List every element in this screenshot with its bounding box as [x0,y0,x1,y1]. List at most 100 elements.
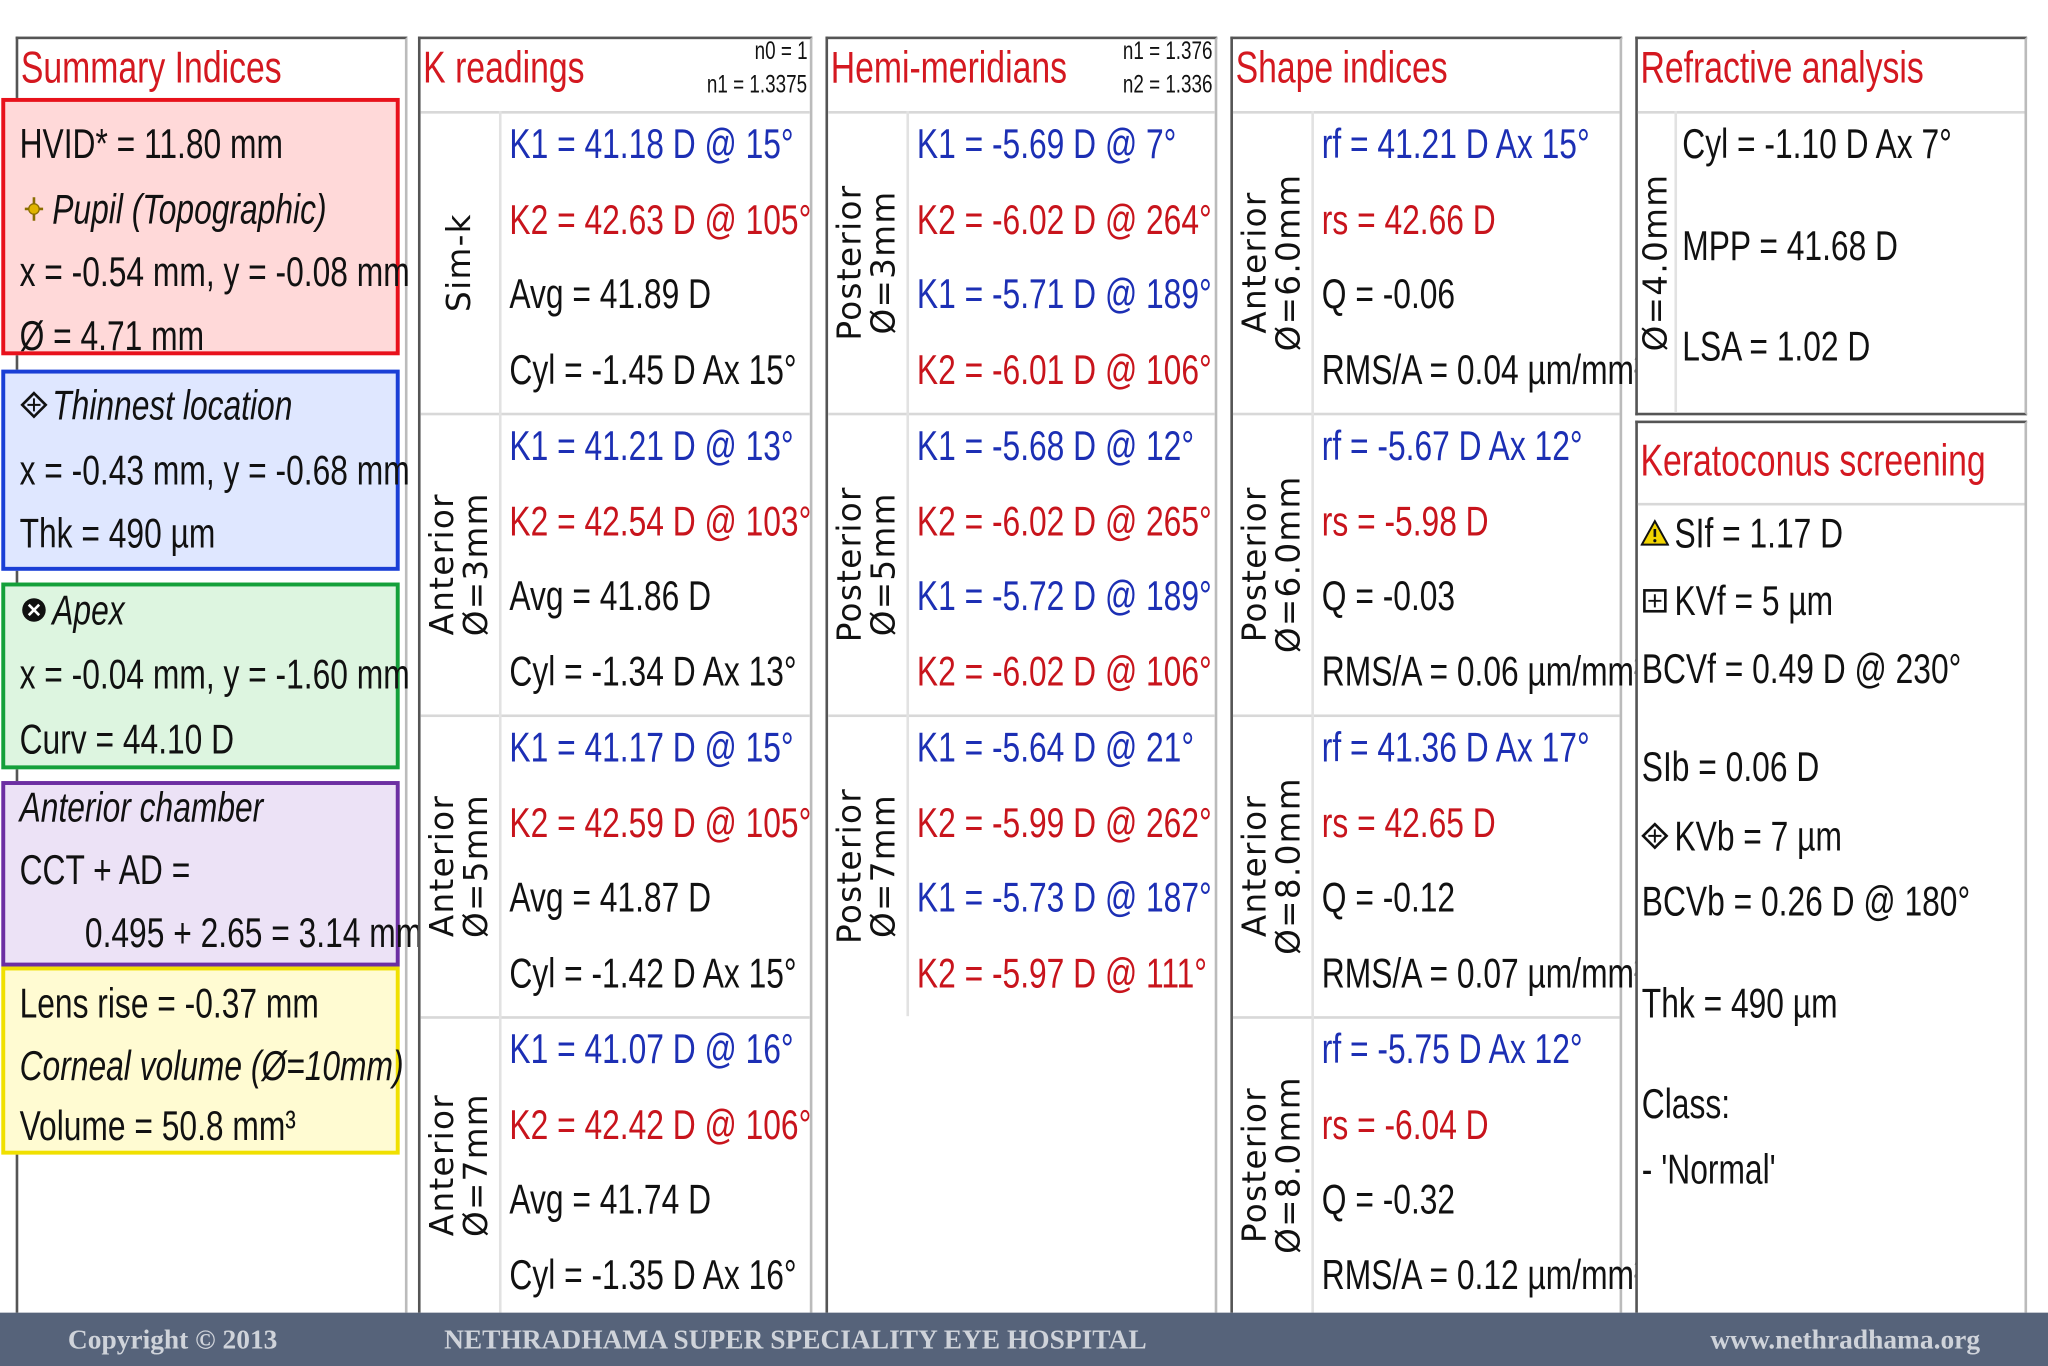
summary-line: x = -0.54 mm, y = -0.08 mm [19,248,410,296]
summary-line: 0.495 + 2.65 = 3.14 mm [84,909,423,957]
value-line: Q = -0.12 [1321,873,1456,921]
group-label-line: Ø=6.0mm [1269,172,1308,351]
label-separator [1674,111,1678,413]
value-line: Cyl = -1.35 D Ax 16° [509,1250,797,1298]
value-line: K1 = 41.18 D @ 15° [509,120,794,168]
row-separator [828,412,1215,416]
group-label: Posterior Ø=3mm [830,183,902,340]
summary-line: Volume = 50.8 mm³ [19,1102,296,1150]
value-line: KVf = 5 µm [1674,577,1834,625]
group-label: Posterior Ø=7mm [830,787,903,943]
value-line: Avg = 41.87 D [509,873,712,921]
row-separator [828,111,1215,114]
value-line: K2 = -5.99 D @ 262° [916,798,1212,846]
icon-shape [1653,539,1657,543]
value-line: LSA = 1.02 D [1682,322,1871,370]
value-line: K1 = -5.69 D @ 7° [916,120,1177,168]
summary-line: x = -0.43 mm, y = -0.68 mm [19,446,410,494]
label-separator [498,1016,502,1313]
group-label-line: Ø=5mm [864,491,903,636]
value-line: RMS/A = 0.06 µm/mm² [1321,647,1645,695]
value-line: rf = -5.75 D Ax 12° [1321,1025,1583,1073]
value-line: Avg = 41.89 D [509,270,712,318]
value-line: Avg = 41.74 D [509,1175,712,1223]
value-line: RMS/A = 0.04 µm/mm² [1321,345,1645,393]
panel [417,36,813,1313]
icon-svg [20,391,48,419]
row-separator [1232,1016,1620,1019]
panel-title: K readings [423,43,585,93]
label-separator [1311,1016,1314,1313]
icon-shape [1641,822,1669,850]
value-line: rf = -5.67 D Ax 12° [1321,421,1583,469]
summary-line: Pupil (Topographic) [52,185,327,233]
summary-box [1,582,400,770]
label-separator [906,714,910,1017]
summary-line: Ø = 4.71 mm [19,312,205,360]
summary-box [1,781,400,967]
value-line: K1 = 41.07 D @ 16° [509,1025,794,1073]
icon-shape [20,391,48,419]
value-line: K2 = -6.02 D @ 265° [916,496,1212,544]
label-separator [1311,714,1314,1017]
group-label: Anterior Ø=7mm [423,1092,495,1236]
icon [1640,822,1669,851]
icon-svg [1641,822,1669,850]
panel-title: Keratoconus screening [1640,436,1986,486]
value-line: K2 = 42.54 D @ 103° [509,496,812,544]
refractive-index: n2 = 1.336 [1122,71,1213,100]
group-label-line: Ø=8.0mm [1269,1075,1308,1254]
icon-shape [28,203,40,215]
group-label-line: Anterior [422,492,461,635]
value-line: rs = -6.04 D [1321,1100,1489,1148]
row-separator [420,111,810,114]
label-separator [1311,111,1314,413]
value-line: rs = 42.66 D [1321,195,1496,243]
icon [20,596,49,625]
summary-box [1,369,400,571]
summary-line: Lens rise = -0.37 mm [19,979,319,1027]
value-line: Q = -0.06 [1321,270,1456,318]
value-line: Avg = 41.86 D [509,572,712,620]
icon-svg [1640,519,1670,546]
group-label-line: Ø=4.0mm [1636,173,1675,352]
group-label-line: Ø=3mm [457,491,496,636]
group-label-line: Posterior [830,183,869,340]
value-line: Q = -0.32 [1321,1175,1456,1223]
value-line: rs = -5.98 D [1321,496,1489,544]
panel [1230,36,1623,1313]
row-separator [1637,502,2025,506]
icon [1640,519,1670,548]
group-label-line: Anterior [1235,190,1274,334]
summary-line: Thk = 490 µm [19,509,216,557]
value-line: K1 = -5.72 D @ 189° [916,572,1212,620]
value-line: - 'Normal' [1641,1145,1776,1193]
group-label-line: Ø=8.0mm [1269,776,1308,955]
value-line: KVb = 7 µm [1674,812,1842,860]
footer: Copyright © 2013 NETHRADHAMA SUPER SPECIA… [0,1312,2048,1366]
group-label-line: Ø=5mm [457,793,496,938]
group-label: Posterior Ø=8.0mm [1235,1075,1308,1254]
group-label: Anterior Ø=3mm [422,491,496,636]
group-label-line: Ø=7mm [864,793,903,938]
group-label-line: Sim-k [439,212,478,312]
copyright: Copyright © 2013 [67,1323,278,1355]
value-line: K1 = -5.64 D @ 21° [916,723,1195,771]
summary-line: Apex [52,586,125,634]
value-line: K1 = 41.21 D @ 13° [509,421,794,469]
panel [825,36,1218,1313]
value-line: rf = 41.36 D Ax 17° [1321,723,1590,771]
group-label: Anterior Ø=8.0mm [1235,776,1308,955]
value-line: Cyl = -1.42 D Ax 15° [509,948,797,996]
value-line: Cyl = -1.10 D Ax 7° [1682,120,1952,168]
row-separator [420,412,810,416]
value-line: Q = -0.03 [1321,572,1456,620]
value-line: K2 = 42.42 D @ 106° [509,1100,812,1148]
summary-line: HVID* = 11.80 mm [19,120,283,168]
label-separator [906,111,910,413]
panel [1635,420,2028,1313]
summary-line: CCT + AD = [19,846,191,894]
row-separator [1232,714,1620,718]
value-line: K1 = -5.71 D @ 189° [916,270,1212,318]
